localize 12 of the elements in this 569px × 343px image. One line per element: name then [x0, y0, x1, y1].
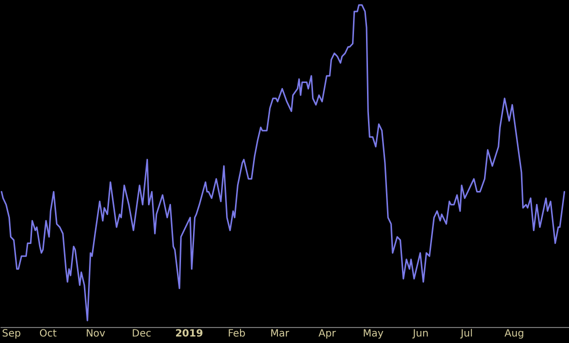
x-tick-label: Dec — [132, 328, 152, 340]
x-tick-label: Feb — [228, 328, 246, 340]
x-tick-label: Nov — [86, 328, 106, 340]
x-tick-label: Mar — [270, 328, 290, 340]
x-tick-label: Apr — [318, 328, 337, 340]
x-tick-label: Oct — [39, 328, 57, 340]
x-tick-label: Aug — [504, 328, 524, 340]
x-tick-label: 2019 — [175, 328, 204, 340]
x-tick-label: Sep — [2, 328, 21, 340]
x-tick-label: May — [362, 328, 384, 340]
x-tick-label: Jul — [460, 328, 473, 340]
x-tick-label: Jun — [412, 328, 429, 340]
